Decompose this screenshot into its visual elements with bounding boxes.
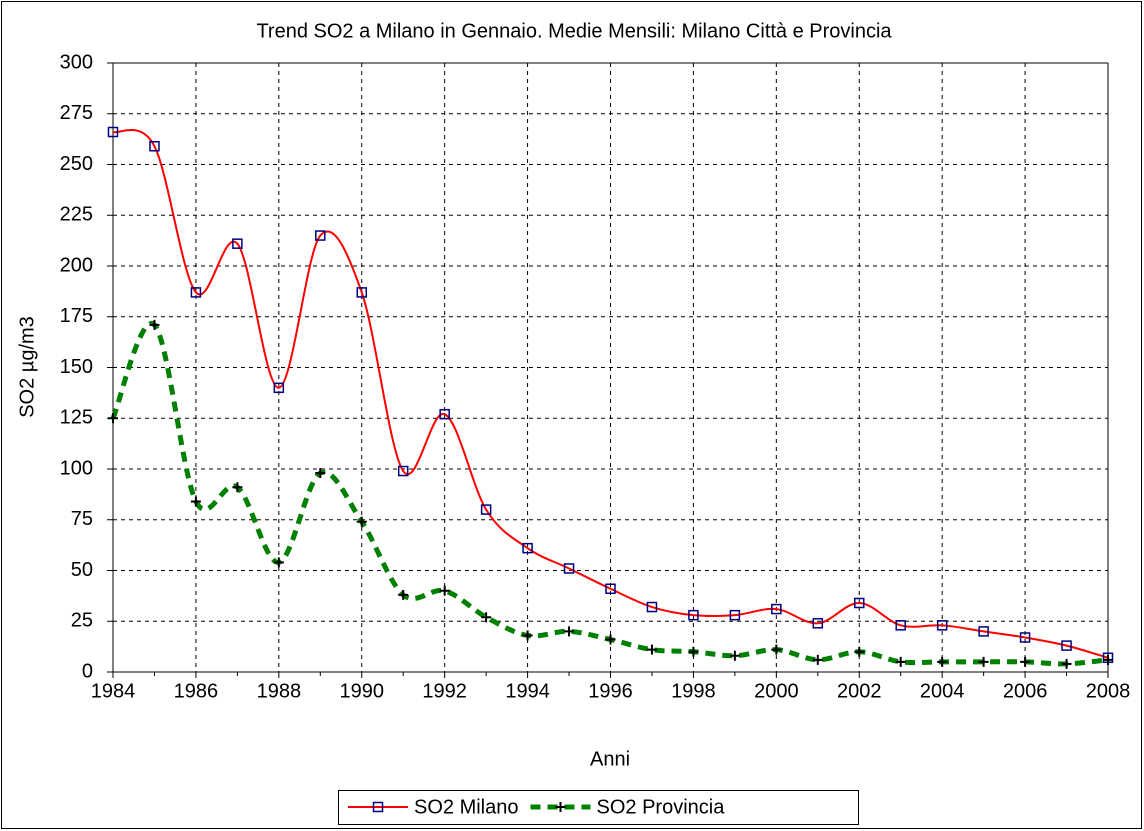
y-tick-label: 25	[71, 610, 93, 632]
data-point	[646, 644, 657, 655]
y-tick-label: 175	[60, 305, 93, 327]
data-point	[605, 583, 616, 595]
data-point	[273, 382, 285, 394]
data-point	[854, 646, 865, 657]
x-tick-label: 2006	[1003, 680, 1048, 702]
y-axis-label: SO2 µg/m3	[16, 316, 38, 418]
data-point	[563, 563, 575, 574]
legend-marker	[555, 802, 566, 812]
data-point	[315, 230, 326, 241]
data-point	[895, 656, 906, 667]
data-point	[397, 465, 409, 477]
data-point	[190, 496, 201, 507]
data-point	[108, 413, 118, 424]
data-point	[273, 557, 284, 568]
data-point	[1061, 640, 1072, 651]
legend-box	[338, 790, 859, 825]
data-point	[771, 603, 782, 615]
x-tick-label: 1998	[671, 680, 716, 702]
data-point	[688, 609, 699, 621]
data-point	[398, 589, 409, 600]
data-point	[646, 601, 658, 613]
x-tick-label: 1996	[588, 680, 633, 702]
data-point	[895, 620, 906, 631]
data-point	[232, 482, 243, 493]
data-point	[812, 654, 823, 665]
series-line	[112, 128, 1109, 659]
y-tick-label: 200	[60, 254, 93, 276]
data-point	[854, 597, 865, 609]
x-tick-label: 1992	[422, 680, 467, 702]
legend-label: SO2 Milano	[414, 796, 519, 818]
x-axis-label: Anni	[590, 748, 630, 770]
data-point	[232, 238, 243, 249]
data-point	[564, 626, 575, 637]
y-tick-label: 0	[82, 660, 93, 682]
y-tick-label: 250	[60, 153, 93, 175]
x-tick-label: 1986	[174, 680, 219, 702]
x-tick-label: 2000	[754, 680, 799, 702]
x-tick-label: 1990	[340, 680, 385, 702]
data-point	[936, 620, 948, 631]
chart-title: Trend SO2 a Milano in Gennaio. Medie Men…	[256, 20, 892, 42]
data-point	[1019, 632, 1031, 643]
data-point	[978, 656, 989, 667]
legend: SO2 Milano SO2 Provincia	[338, 790, 859, 825]
data-point	[688, 646, 699, 657]
data-point	[480, 504, 492, 515]
y-tick-label: 150	[60, 356, 93, 378]
y-tick-label: 100	[60, 457, 93, 479]
y-tick-label: 300	[60, 51, 93, 73]
data-point	[522, 630, 533, 641]
x-tick-label: 1988	[257, 680, 302, 702]
x-tick-label: 2008	[1086, 680, 1131, 702]
legend-marker	[372, 801, 384, 813]
data-point	[356, 287, 367, 298]
data-point	[605, 634, 616, 645]
x-tick-label: 2004	[920, 680, 965, 702]
y-tick-label: 50	[71, 559, 93, 581]
data-point	[439, 408, 450, 420]
data-point	[729, 609, 741, 621]
data-point	[481, 612, 492, 623]
y-tick-label: 75	[71, 508, 93, 530]
data-point	[149, 140, 160, 152]
data-point	[190, 287, 202, 298]
data-point	[522, 542, 533, 554]
data-point	[315, 468, 326, 479]
x-tick-label: 2002	[837, 680, 882, 702]
legend-label: SO2 Provincia	[597, 796, 726, 818]
x-tick-label: 1994	[505, 680, 550, 702]
data-point	[978, 626, 989, 637]
data-point	[1020, 656, 1031, 667]
data-point	[1061, 658, 1072, 669]
data-point	[439, 585, 450, 596]
data-point	[356, 516, 367, 527]
x-tick-label: 1984	[91, 680, 136, 702]
y-tick-label: 125	[60, 407, 93, 429]
y-tick-label: 225	[60, 204, 93, 226]
data-point	[729, 650, 740, 661]
data-point	[107, 126, 119, 138]
data-point	[771, 644, 782, 655]
data-point	[1103, 654, 1113, 665]
data-point	[937, 656, 948, 667]
y-tick-label: 275	[60, 102, 93, 124]
data-point	[149, 319, 160, 330]
data-point	[812, 618, 824, 629]
